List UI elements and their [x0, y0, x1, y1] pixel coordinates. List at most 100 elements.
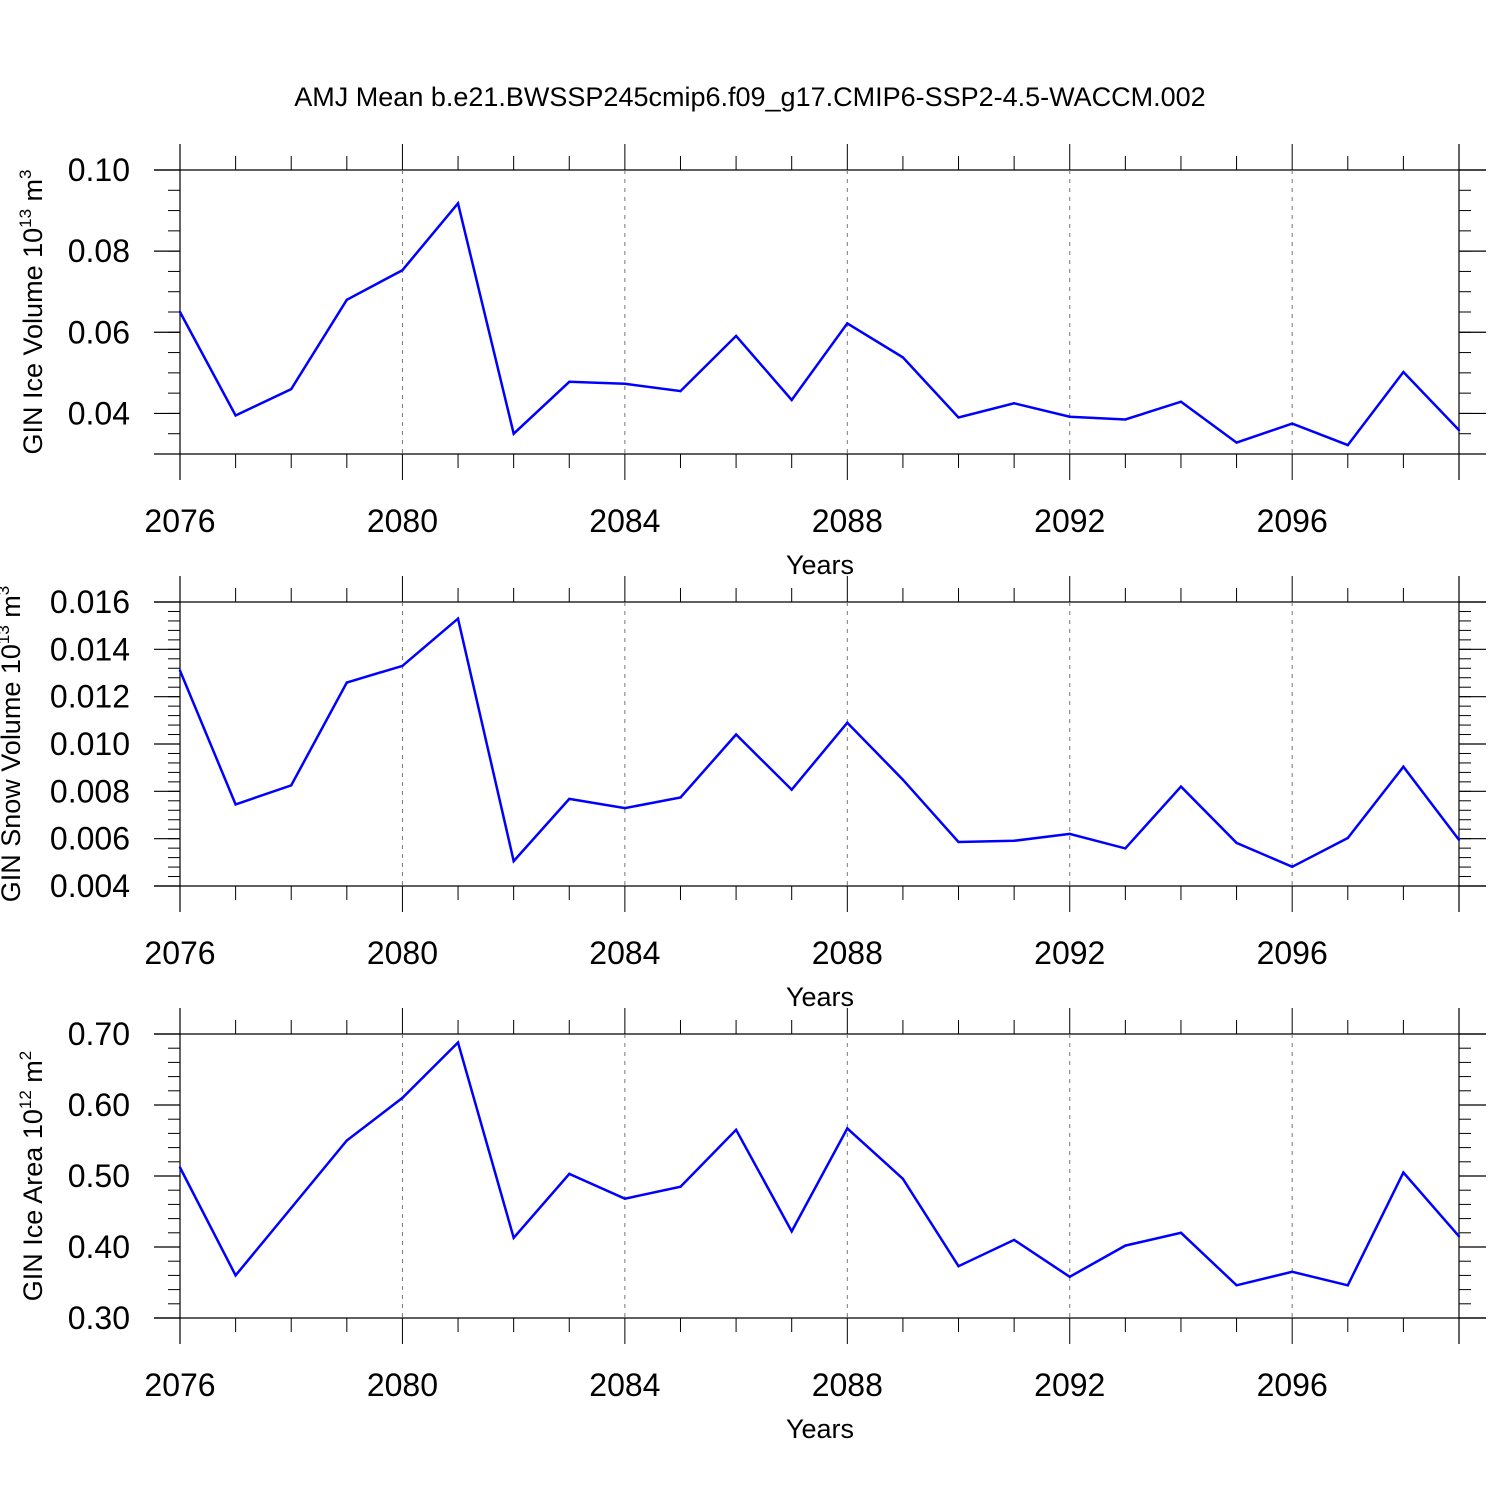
data-point: [679, 389, 682, 393]
y-axis-label-text: GIN Ice Area 10: [18, 1109, 48, 1301]
data-point: [1235, 1284, 1238, 1287]
panel-3: 0.30 0.40 0.50 0.60 0.70 2076 2080 2084 2088 2092…: [16, 1008, 1486, 1444]
x-tick-label: 2076: [144, 1367, 215, 1403]
data-point: [623, 382, 627, 386]
data-point: [734, 1128, 738, 1132]
data-point: [1235, 841, 1238, 845]
x-tick-label: 2076: [144, 503, 215, 539]
data-point: [178, 310, 182, 314]
data-point: [901, 778, 905, 781]
data-point: [790, 1230, 793, 1233]
x-tick-label: 2088: [812, 1367, 883, 1403]
data-point: [1179, 400, 1183, 403]
y-tick-label: 0.30: [68, 1300, 130, 1336]
data-point: [512, 432, 515, 435]
data-point: [957, 1264, 960, 1268]
data-point: [1068, 832, 1071, 836]
data-point: [790, 398, 793, 402]
data-point: [679, 1185, 682, 1188]
data-point: [679, 796, 682, 799]
data-point: [1179, 785, 1183, 788]
data-point: [1402, 765, 1405, 768]
y-tick-label: 0.40: [68, 1229, 130, 1265]
data-point: [456, 1041, 460, 1044]
data-point: [345, 681, 349, 684]
data-point: [734, 334, 738, 338]
data-point: [1346, 836, 1349, 840]
data-point: [846, 322, 849, 325]
x-tick-label: 2084: [589, 1367, 660, 1403]
data-point: [345, 298, 349, 302]
y-tick-label: 0.006: [50, 821, 130, 857]
data-point: [178, 669, 182, 672]
x-axis-label: Years: [786, 982, 854, 1012]
data-point: [957, 416, 960, 419]
data-point: [1068, 1275, 1071, 1279]
data-point: [1124, 418, 1127, 421]
x-axis-label: Years: [786, 1414, 854, 1444]
data-point: [512, 1236, 515, 1239]
y-axis-label-unit: m: [18, 1060, 48, 1090]
y-axis-label-exponent: 13: [0, 625, 13, 644]
data-point: [234, 1274, 237, 1277]
y-axis-label-unit-exponent: 2: [16, 1051, 35, 1060]
data-point: [846, 1127, 849, 1130]
panel-2: 0.004 0.006 0.008 0.010 0.012 0.014 0.016 2076 2…: [0, 576, 1486, 1012]
y-tick-label: 0.10: [68, 152, 130, 188]
y-tick-label: 0.010: [50, 726, 130, 762]
data-point: [623, 806, 627, 810]
data-point: [234, 803, 237, 806]
series-line: [178, 616, 1460, 869]
y-tick-label: 0.60: [68, 1087, 130, 1123]
x-tick-label: 2096: [1257, 1367, 1328, 1403]
data-point: [234, 414, 237, 417]
y-axis-label-text: GIN Ice Volume 10: [18, 228, 48, 455]
y-axis-label-exponent: 13: [16, 209, 35, 228]
data-point: [734, 733, 738, 736]
data-point: [957, 840, 960, 844]
x-tick-label: 2084: [589, 935, 660, 971]
series-line: [178, 1040, 1460, 1287]
data-point: [1457, 428, 1461, 432]
y-axis-label-exponent: 12: [16, 1090, 35, 1109]
data-point: [1346, 443, 1349, 447]
y-tick-label: 0.008: [50, 773, 130, 809]
data-point: [1290, 422, 1294, 425]
data-point: [1124, 847, 1127, 850]
data-point: [1402, 370, 1405, 374]
data-point: [846, 721, 849, 724]
data-point: [290, 387, 293, 391]
data-point: [568, 380, 571, 383]
y-axis-label-unit: m: [0, 595, 26, 625]
data-point: [178, 1166, 182, 1169]
data-point: [401, 1096, 404, 1100]
x-tick-label: 2096: [1257, 935, 1328, 971]
y-tick-label: 0.012: [50, 679, 130, 715]
y-axis-label-unit-exponent: 3: [0, 586, 13, 595]
panel-1: 0.04 0.06 0.08 0.10 2076 2080 2084 2088 2092 2096…: [16, 144, 1486, 580]
data-point: [1457, 838, 1461, 842]
data-point: [901, 356, 905, 359]
x-tick-label: 2088: [812, 935, 883, 971]
data-point: [345, 1139, 349, 1142]
data-point: [1179, 1231, 1183, 1235]
x-tick-label: 2092: [1034, 1367, 1105, 1403]
data-point: [568, 797, 571, 801]
data-point: [290, 784, 293, 787]
data-point: [1068, 415, 1071, 418]
y-tick-label: 0.004: [50, 868, 130, 904]
data-point: [290, 1206, 293, 1210]
x-tick-label: 2096: [1257, 503, 1328, 539]
series-line: [178, 200, 1460, 447]
y-tick-label: 0.04: [68, 395, 130, 431]
y-tick-label: 0.016: [50, 584, 130, 620]
y-axis-label-unit-exponent: 3: [16, 169, 35, 178]
data-point: [1124, 1244, 1127, 1247]
x-tick-label: 2092: [1034, 935, 1105, 971]
data-point: [1012, 402, 1016, 405]
data-point: [790, 788, 793, 791]
data-point: [1290, 1270, 1294, 1274]
data-point: [401, 664, 404, 668]
y-tick-label: 0.08: [68, 233, 130, 269]
